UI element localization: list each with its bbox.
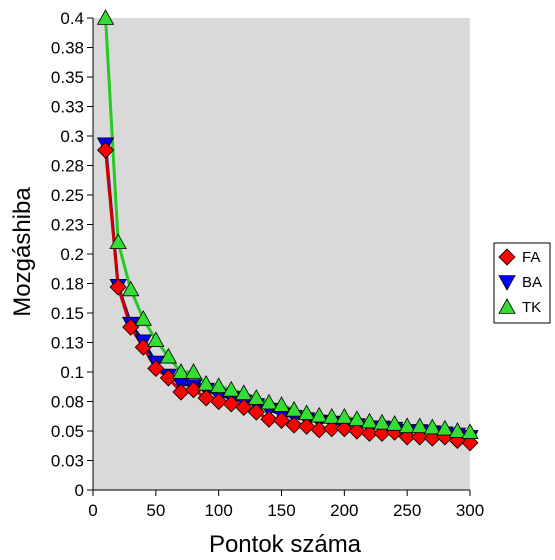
point-tk xyxy=(122,280,140,297)
point-tk xyxy=(297,404,316,421)
point-tk xyxy=(184,363,203,379)
y-tick-label: 0.18 xyxy=(51,275,84,294)
y-tick-label: 0.03 xyxy=(51,452,84,471)
point-tk xyxy=(461,423,479,439)
legend: FA BA TK xyxy=(493,242,551,324)
series-layer xyxy=(96,9,479,452)
y-tick-label: 0.05 xyxy=(51,422,84,441)
legend-marker-tk xyxy=(498,298,516,314)
point-fa xyxy=(147,359,165,378)
legend-label-fa: FA xyxy=(522,249,540,266)
point-tk xyxy=(247,389,266,405)
legend-marker-fa xyxy=(498,248,516,266)
point-fa xyxy=(109,278,127,296)
legend-label-ba: BA xyxy=(522,274,542,291)
point-fa xyxy=(260,410,278,428)
point-tk xyxy=(272,396,291,412)
x-tick-label: 200 xyxy=(330,501,358,520)
y-tick-label: 0.35 xyxy=(51,68,84,87)
x-axis-title: Pontok száma xyxy=(209,531,362,558)
point-fa xyxy=(285,416,303,434)
point-fa xyxy=(210,392,228,411)
point-tk xyxy=(134,310,152,326)
point-tk xyxy=(260,393,278,410)
y-tick-label: 0.38 xyxy=(51,39,84,58)
point-tk xyxy=(448,422,467,438)
point-tk xyxy=(348,410,366,427)
x-tick-label: 150 xyxy=(267,501,295,520)
y-tick-label: 0.15 xyxy=(51,304,84,323)
y-tick-label: 0.1 xyxy=(60,363,84,382)
point-tk xyxy=(222,380,240,397)
point-tk xyxy=(335,408,354,424)
x-tick-label: 250 xyxy=(393,501,421,520)
point-fa xyxy=(197,389,215,407)
x-tick-label: 50 xyxy=(146,501,165,520)
y-tick-label: 0.4 xyxy=(60,9,84,28)
point-tk xyxy=(323,408,341,424)
legend-label-tk: TK xyxy=(522,299,541,316)
y-tick-label: 0.2 xyxy=(60,245,84,264)
point-tk xyxy=(373,413,391,430)
point-tk xyxy=(436,419,454,436)
point-tk xyxy=(172,363,190,379)
y-tick-label: 0.08 xyxy=(51,393,84,412)
point-fa xyxy=(159,369,177,387)
point-tk xyxy=(96,9,115,25)
point-tk xyxy=(147,331,165,347)
y-tick-label: 0.25 xyxy=(51,186,84,205)
y-tick-label: 0.3 xyxy=(60,127,84,146)
y-axis-title: Mozgáshiba xyxy=(9,187,36,317)
y-tick-label: 0.33 xyxy=(51,98,84,117)
point-tk xyxy=(385,415,404,431)
point-fa xyxy=(323,420,341,438)
point-tk xyxy=(310,406,328,423)
legend-marker-ba xyxy=(498,275,516,291)
point-fa xyxy=(97,141,115,159)
point-tk xyxy=(109,233,127,250)
x-tick-label: 300 xyxy=(456,501,484,520)
point-tk xyxy=(423,418,441,435)
y-tick-label: 0.23 xyxy=(51,216,84,235)
point-tk xyxy=(360,412,379,429)
point-tk xyxy=(235,384,253,401)
point-tk xyxy=(411,417,429,434)
point-tk xyxy=(209,377,228,393)
point-fa xyxy=(184,381,203,399)
point-tk xyxy=(398,417,416,434)
x-tick-label: 0 xyxy=(88,501,97,520)
y-tick-label: 0.13 xyxy=(51,334,84,353)
y-tick-label: 0 xyxy=(75,481,84,500)
point-tk xyxy=(159,347,178,364)
x-tick-label: 100 xyxy=(204,501,232,520)
point-tk xyxy=(197,374,215,391)
y-tick-label: 0.28 xyxy=(51,157,84,176)
point-tk xyxy=(285,400,303,417)
point-fa xyxy=(310,421,328,439)
axes-layer: 0 0.03 0.05 0.08 0.1 0.13 0.15 0.18 0.2 0.23 0.25 0… xyxy=(51,9,484,520)
